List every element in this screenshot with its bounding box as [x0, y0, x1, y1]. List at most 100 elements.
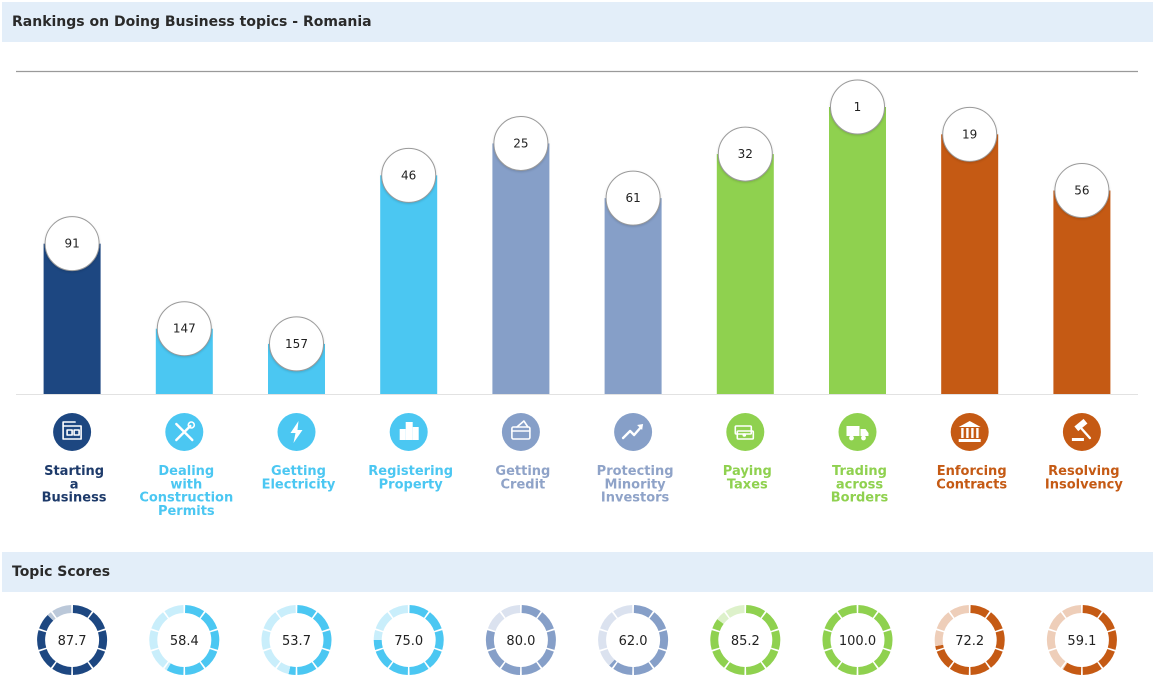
donut-segment-filled — [88, 648, 106, 668]
donut-segment-filled — [873, 648, 891, 668]
score-donut: 72.2 — [934, 605, 1005, 675]
rankings-header: Rankings on Doing Business topics - Roma… — [2, 2, 1153, 42]
donut-segment-empty — [600, 612, 617, 632]
rankings-title: Rankings on Doing Business topics - Roma… — [12, 14, 372, 30]
building-icon — [62, 421, 82, 440]
donut-segment-filled — [970, 662, 990, 675]
donut-segment-filled — [824, 612, 842, 632]
donut-segment-empty — [164, 605, 184, 618]
rank-label: 147 — [173, 322, 196, 336]
donut-segment-filled — [52, 662, 72, 675]
donut-segment-filled — [521, 605, 541, 618]
donut-segment-filled — [609, 659, 617, 668]
category-label-line: with — [170, 477, 202, 492]
donut-segment-empty — [717, 612, 729, 624]
category-label-line: Starting — [44, 464, 104, 479]
donut-segment-filled — [409, 662, 429, 675]
rank-label: 1 — [854, 100, 862, 114]
rank-label: 56 — [1074, 184, 1089, 198]
donut-segment-filled — [434, 630, 444, 650]
donut-segment-filled — [824, 648, 842, 668]
donut-segment-filled — [857, 605, 878, 618]
donut-segment-filled — [312, 648, 330, 668]
donut-segment-filled — [72, 605, 92, 618]
trend-arrow-icon — [621, 424, 644, 440]
donut-segment-filled — [649, 648, 667, 668]
score-donut: 85.2 — [710, 605, 781, 675]
score-donut: 75.0 — [373, 605, 444, 675]
category-label-line: Borders — [831, 491, 889, 506]
category-label-line: Getting — [271, 464, 326, 479]
donut-segment-empty — [1048, 612, 1066, 632]
donut-segment-empty — [52, 605, 72, 618]
rank-label: 157 — [285, 337, 308, 351]
rank-label: 61 — [625, 191, 640, 205]
donut-segment-empty — [164, 662, 171, 671]
donut-segment-empty — [1062, 662, 1068, 670]
topic-icon-circle — [1062, 413, 1101, 451]
donut-segment-filled — [39, 648, 56, 668]
donut-segment-filled — [72, 662, 92, 675]
category-label-line: Insolvency — [1045, 477, 1123, 492]
donut-segment-filled — [935, 644, 944, 650]
category-label-line: Property — [379, 477, 444, 492]
rank-label: 91 — [64, 237, 79, 251]
donut-segment-filled — [658, 630, 669, 650]
donut-segment-filled — [312, 612, 330, 632]
donut-segment-filled — [761, 648, 779, 668]
donut-segment-filled — [546, 630, 556, 650]
donut-segment-filled — [487, 648, 505, 668]
topic-icon-circle — [950, 413, 989, 451]
donut-segment-filled — [200, 612, 218, 632]
category-label-line: Paying — [723, 464, 772, 479]
donut-segment-filled — [166, 663, 184, 675]
score-value: 87.7 — [58, 634, 87, 649]
bar — [941, 134, 999, 394]
donut-segment-filled — [322, 630, 332, 650]
donut-segment-filled — [388, 662, 409, 675]
rank-bubble — [156, 301, 212, 357]
donut-segment-filled — [1082, 662, 1102, 675]
donut-segment-filled — [837, 662, 858, 675]
courthouse-icon — [958, 421, 981, 442]
category-label-line: a — [70, 477, 79, 492]
category-label-line: Permits — [158, 504, 215, 519]
donut-segment-empty — [613, 605, 633, 618]
bar — [829, 107, 886, 394]
category-label-line: Credit — [501, 477, 546, 492]
donut-segment-filled — [409, 605, 429, 618]
donut-segment-filled — [537, 612, 554, 632]
category-label-line: Business — [42, 491, 107, 506]
donut-segment-filled — [745, 605, 766, 618]
donut-segment-filled — [633, 605, 653, 618]
donut-segment-empty — [151, 648, 169, 668]
donut-segment-filled — [184, 662, 205, 675]
donut-segment-filled — [1082, 605, 1102, 618]
rank-bubble — [605, 170, 661, 226]
donut-segment-filled — [210, 630, 220, 650]
score-value: 53.7 — [282, 634, 311, 649]
donut-segment-filled — [970, 605, 990, 618]
donut-segment-empty — [949, 605, 970, 618]
donut-segment-filled — [837, 605, 858, 618]
donut-segment-filled — [712, 648, 730, 668]
rank-bubble — [942, 106, 998, 162]
rank-bubble — [44, 216, 100, 272]
donut-segment-filled — [857, 662, 878, 675]
topic-scores-donuts: 87.7 58.4 53.7 75.0 80.0 62.0 85.2 100.0 72.2 59.… — [37, 605, 1117, 675]
rank-bubble — [493, 115, 549, 171]
score-donut: 80.0 — [485, 605, 556, 675]
bar — [492, 143, 550, 394]
donut-segment-filled — [633, 662, 653, 675]
score-value: 59.1 — [1067, 634, 1096, 649]
city-buildings-icon — [399, 422, 419, 440]
truck-icon — [846, 426, 869, 441]
